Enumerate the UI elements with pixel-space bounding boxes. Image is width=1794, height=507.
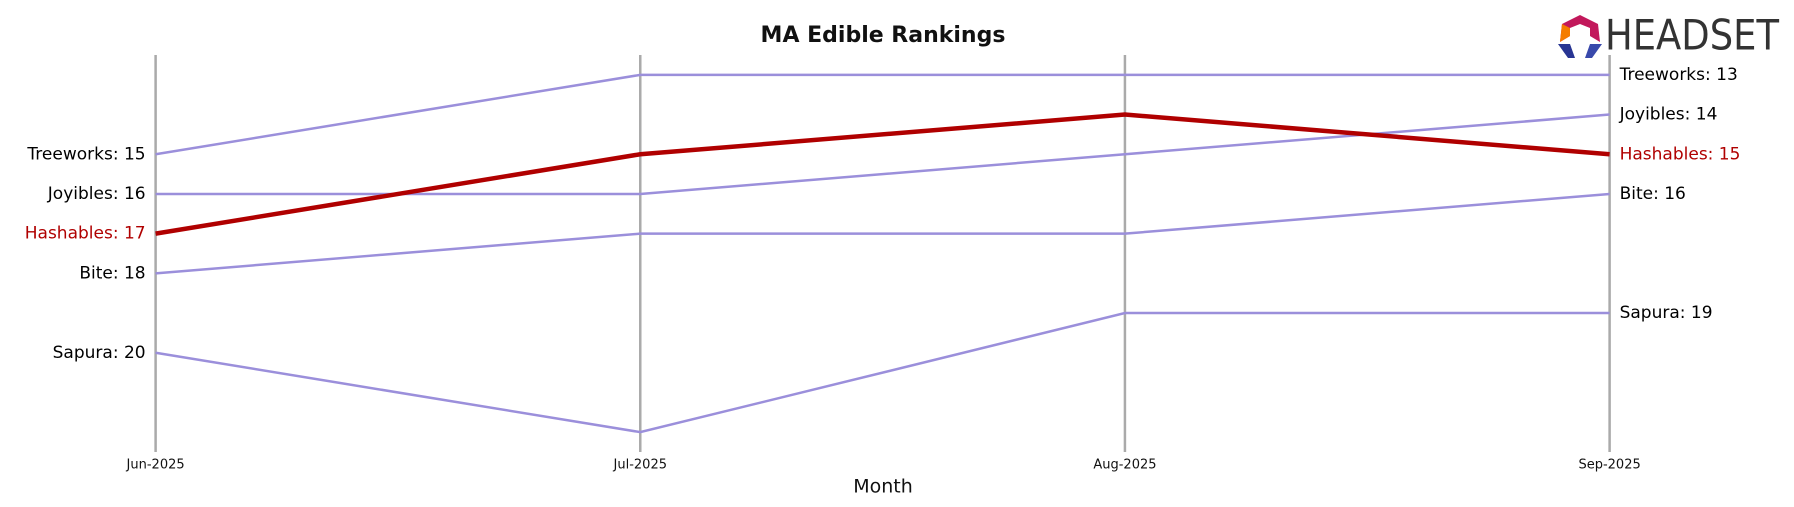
- series-line: [155, 112, 1610, 236]
- logo-text: HEADSET: [1605, 11, 1779, 60]
- x-tick-label: Aug-2025: [1093, 458, 1156, 473]
- x-tick-label: Jul-2025: [613, 458, 667, 473]
- data-label: Hashables: 17: [25, 224, 146, 244]
- x-tick-label: Sep-2025: [1578, 458, 1640, 473]
- chart-title: MA Edible Rankings: [761, 23, 1006, 48]
- logo-icon: [1585, 44, 1602, 58]
- x-tick-label: Jun-2025: [126, 458, 185, 473]
- logo-icon: [1558, 44, 1575, 58]
- series-line: [155, 113, 1610, 196]
- data-label: Sapura: 20: [53, 343, 146, 363]
- series-line: [155, 73, 1610, 156]
- data-label: Treeworks: 13: [1619, 65, 1738, 85]
- logo: HEADSET: [1558, 11, 1779, 60]
- x-axis-label: Month: [853, 476, 913, 498]
- data-label: Bite: 16: [1620, 184, 1686, 204]
- series-line: [155, 311, 1610, 434]
- series-line: [155, 192, 1610, 275]
- data-label: Sapura: 19: [1620, 303, 1713, 323]
- data-label: Joyibles: 16: [47, 184, 146, 204]
- data-label: Bite: 18: [79, 263, 145, 283]
- data-label: Joyibles: 14: [1619, 105, 1718, 125]
- data-label: Hashables: 15: [1620, 144, 1741, 164]
- data-label: Treeworks: 15: [26, 144, 145, 164]
- logo-icon: [1560, 24, 1570, 42]
